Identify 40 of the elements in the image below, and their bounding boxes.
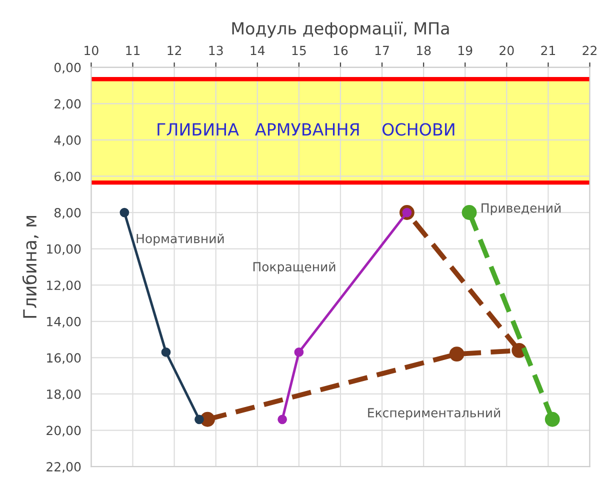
- point: [120, 208, 130, 218]
- point: [294, 348, 304, 357]
- x-tick-label: 17: [375, 46, 389, 56]
- point: [462, 205, 477, 220]
- y-tick-label: 10,00: [47, 244, 81, 256]
- point: [544, 412, 560, 427]
- y-tick-label: 20,00: [46, 426, 81, 436]
- point: [449, 346, 464, 362]
- x-tick-label: 13: [209, 46, 223, 56]
- x-tick-label: 22: [582, 46, 596, 56]
- point: [161, 348, 171, 357]
- y-tick-label: 2,00: [54, 99, 81, 110]
- y-tick-label: 16,00: [47, 353, 81, 364]
- text: Експериментальний: [368, 408, 500, 420]
- x-tick-label: 21: [541, 46, 556, 56]
- point: [194, 414, 204, 424]
- y-tick-label: 6,00: [54, 172, 81, 182]
- y-tick-label: 12,00: [47, 280, 81, 292]
- x-tick-label: 19: [458, 46, 472, 56]
- y-tick-label: 4,00: [54, 135, 81, 146]
- y-axis-title: Глибина, м: [22, 216, 38, 318]
- x-tick-label: 12: [168, 46, 181, 56]
- x-tick-label: 15: [292, 46, 306, 56]
- y-tick-label: 18,00: [47, 389, 81, 400]
- series-label: Приведений: [482, 203, 561, 216]
- series-label: Нормативний: [136, 234, 224, 246]
- y-tick-label: 8,00: [54, 208, 81, 219]
- x-tick-label: 20: [500, 46, 514, 56]
- x-axis-title: Модуль деформації, МПа: [232, 22, 449, 38]
- band-label: ГЛИБИНА АРМУВАННЯ ОСНОВИ: [158, 123, 454, 136]
- point: [278, 414, 287, 424]
- x-tick-label: 14: [250, 46, 265, 56]
- y-tick-label: 22,00: [46, 462, 81, 473]
- series-label: Покращений: [253, 262, 336, 274]
- x-tick-label: 10: [84, 46, 98, 56]
- y-tick-label: 14,00: [47, 316, 81, 328]
- x-tick-label: 11: [126, 46, 140, 56]
- x-tick-label: 18: [416, 46, 431, 56]
- x-tick-label: 16: [334, 46, 348, 56]
- y-tick-label: 0,00: [54, 62, 81, 74]
